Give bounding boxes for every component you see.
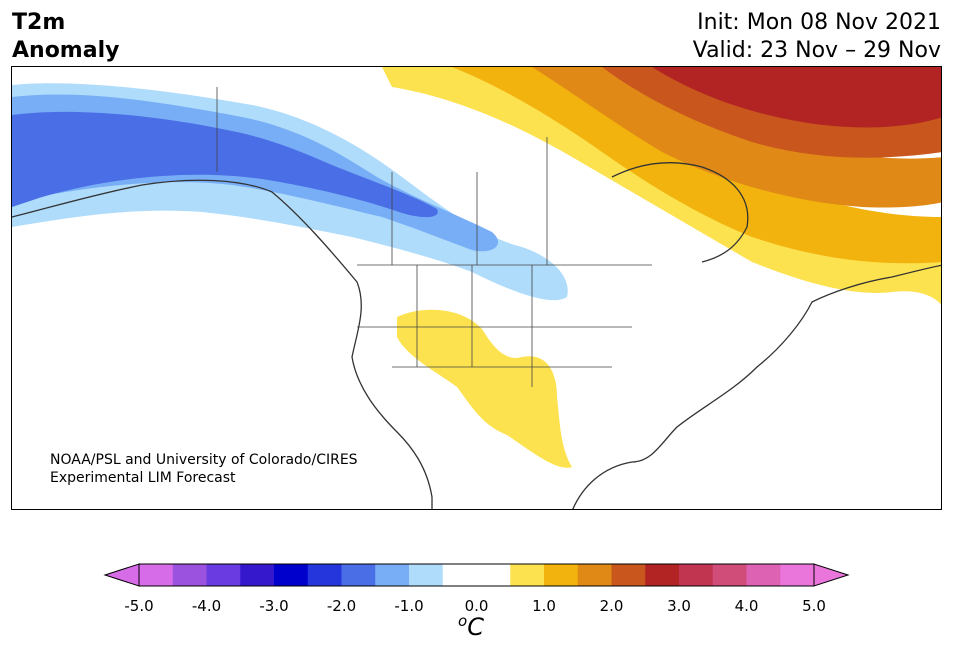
- forecast-dates: Init: Mon 08 Nov 2021 Valid: 23 Nov – 29…: [693, 9, 941, 65]
- colorbar-tick-label: 4.0: [734, 597, 759, 615]
- title-line-2: Anomaly: [12, 38, 120, 63]
- colorbar-cell: [476, 564, 511, 586]
- colorbar-tick-label: 0.0: [464, 597, 489, 615]
- colorbar-cell: [645, 564, 680, 586]
- colorbar-cell: [341, 564, 376, 586]
- colorbar-cell: [409, 564, 444, 586]
- init-date: Init: Mon 08 Nov 2021: [697, 10, 941, 35]
- colorbar-cell: [139, 564, 174, 586]
- colorbar-cell: [442, 564, 477, 586]
- colorbar-cell: [746, 564, 781, 586]
- anomaly-area-plus-3: [652, 67, 941, 128]
- colorbar-cell: [510, 564, 545, 586]
- colorbar-cell: [780, 564, 815, 586]
- colorbar-cell: [611, 564, 646, 586]
- colorbar: [103, 563, 850, 587]
- colorbar-cell: [307, 564, 342, 586]
- colorbar-tick-label: 2.0: [599, 597, 624, 615]
- state-borders: [216, 87, 652, 387]
- credit-text: NOAA/PSL and University of Colorado/CIRE…: [50, 451, 358, 487]
- map-canvas: [12, 67, 941, 509]
- colorbar-tick-label: 5.0: [802, 597, 826, 615]
- credit-line-2: Experimental LIM Forecast: [50, 470, 236, 486]
- colorbar-tick-label: -5.0: [124, 597, 154, 615]
- colorbar-unit: oC: [458, 612, 484, 641]
- colorbar-tick-label: 1.0: [532, 597, 556, 615]
- colorbar-low-extend: [103, 563, 140, 587]
- credit-line-1: NOAA/PSL and University of Colorado/CIRE…: [50, 452, 358, 468]
- colorbar-cells: [139, 564, 815, 586]
- colorbar-cell: [240, 564, 275, 586]
- colorbar-cell: [712, 564, 747, 586]
- colorbar-cell: [375, 564, 410, 586]
- colorbar-cell: [544, 564, 579, 586]
- colorbar-tick-label: 3.0: [667, 597, 691, 615]
- colorbar-tick-label: -4.0: [191, 597, 222, 615]
- colorbar-cell: [577, 564, 612, 586]
- coastlines: [12, 162, 941, 509]
- colorbar-cell: [206, 564, 241, 586]
- anomaly-area-southwest: [397, 309, 572, 468]
- colorbar-tick-label: -2.0: [326, 597, 357, 615]
- title-line-1: T2m: [12, 10, 66, 35]
- anomaly-area-plus-2: [532, 67, 941, 208]
- unit-superscript: o: [458, 612, 468, 630]
- colorbar-high-extend: [813, 563, 850, 587]
- colorbar-cell: [679, 564, 714, 586]
- valid-date: Valid: 23 Nov – 29 Nov: [692, 38, 941, 63]
- colorbar-cell: [172, 564, 207, 586]
- map-title: T2m Anomaly: [12, 9, 119, 65]
- colorbar-outline: [138, 563, 815, 587]
- colorbar-cell: [274, 564, 309, 586]
- colorbar-tick-label: -3.0: [259, 597, 289, 615]
- colorbar-tick-label: -1.0: [394, 597, 424, 615]
- anomaly-map: NOAA/PSL and University of Colorado/CIRE…: [11, 66, 942, 510]
- unit-base: C: [467, 613, 484, 641]
- anomaly-area-minus-2: [12, 111, 438, 218]
